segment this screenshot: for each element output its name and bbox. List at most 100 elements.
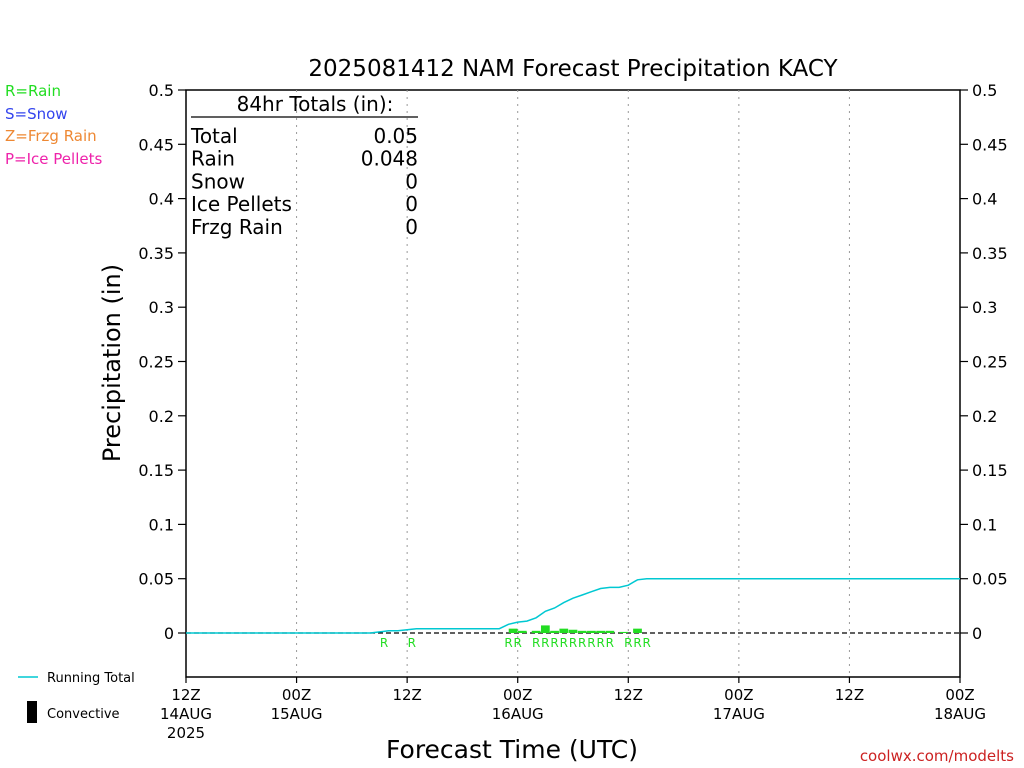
rain-marker: R [532, 636, 540, 650]
totals-row-label: Rain [191, 147, 235, 171]
x-tick-date: 17AUG [713, 705, 765, 723]
rain-bar [550, 630, 559, 633]
chart-title: 2025081412 NAM Forecast Precipitation KA… [308, 56, 838, 82]
rain-bar [619, 631, 629, 633]
x-tick-label: 00Z [503, 686, 532, 704]
y-tick-label-right: 0 [972, 624, 982, 643]
rain-marker: R [550, 636, 558, 650]
totals-rows: Total 0.05 Rain 0.048 Snow 0 Ice Pellets 0 Frzg … [190, 124, 418, 239]
rain-bar [540, 625, 550, 633]
rain-marker: R [541, 636, 549, 650]
rain-bar [568, 629, 578, 633]
rain-marker: R [578, 636, 586, 650]
grid-lines [296, 90, 850, 677]
x-tick-label: 12Z [171, 686, 200, 704]
y-tick-label-left: 0.3 [149, 298, 174, 317]
convective-legend-label: Convective [47, 707, 120, 722]
y-tick-label-left: 0 [164, 624, 174, 643]
totals-row-value: 0 [405, 192, 418, 216]
rain-bar [596, 630, 606, 633]
rain-bar [633, 628, 642, 633]
y-tick-label-right: 0.05 [972, 570, 1008, 589]
rain-bar [605, 630, 615, 633]
x-axis-label: Forecast Time (UTC) [386, 735, 638, 764]
totals-box: 84hr Totals (in): Total 0.05 Rain 0.048 Snow… [190, 92, 418, 239]
x-tick-date: 18AUG [934, 705, 986, 723]
rain-marker: R [606, 636, 614, 650]
totals-row-value: 0 [405, 215, 418, 239]
plot-frame [185, 89, 961, 678]
legend-rain: R=Rain [5, 82, 61, 100]
x-tick-date: 15AUG [271, 705, 323, 723]
x-tick-label: 00Z [282, 686, 311, 704]
y-tick-label-left: 0.05 [138, 570, 174, 589]
y-tick-label-left: 0.2 [149, 407, 174, 426]
totals-heading: 84hr Totals (in): [237, 92, 394, 116]
totals-row-label: Snow [191, 169, 245, 193]
x-tick-label: 12Z [835, 686, 864, 704]
totals-row-value: 0 [405, 169, 418, 193]
totals-row-value: 0.05 [373, 124, 418, 148]
legend-snow: S=Snow [5, 105, 68, 123]
x-tick-date: 14AUG [160, 705, 212, 723]
y-tick-label-left: 0.15 [138, 461, 174, 480]
rain-marker: R [633, 636, 641, 650]
y-axis-left: 0.5 0.45 0.4 0.35 0.3 0.25 0.2 0.15 0.1 0.05 0 [138, 81, 186, 643]
rain-bar [587, 630, 596, 633]
precip-type-legend: R=Rain S=Snow Z=Frzg Rain P=Ice Pellets [5, 82, 102, 168]
totals-row-label: Ice Pellets [191, 192, 292, 216]
legend-ice-pellets: P=Ice Pellets [5, 150, 102, 168]
y-tick-label-left: 0.35 [138, 244, 174, 263]
legend-frzg-rain: Z=Frzg Rain [5, 127, 97, 145]
y-tick-label-left: 0.4 [149, 190, 174, 209]
x-tick-label: 00Z [945, 686, 974, 704]
rain-bar [508, 628, 518, 633]
running-total-line [186, 577, 960, 634]
rain-marker: R [643, 636, 651, 650]
y-tick-label-left: 0.5 [149, 81, 174, 100]
totals-row-label: Frzg Rain [191, 215, 283, 239]
running-total-legend-label: Running Total [47, 671, 135, 686]
x-tick-year: 2025 [167, 724, 205, 742]
rain-marker: R [560, 636, 568, 650]
y-tick-label-right: 0.1 [972, 515, 997, 534]
rain-marker: R [624, 636, 632, 650]
y-tick-label-right: 0.3 [972, 298, 997, 317]
rain-bars [508, 625, 642, 633]
totals-row-label: Total [190, 124, 238, 148]
rain-marker: R [514, 636, 522, 650]
rain-marker: R [596, 636, 604, 650]
totals-row-value: 0.048 [361, 147, 418, 171]
y-tick-label-right: 0.45 [972, 135, 1008, 154]
rain-marker: R [504, 636, 512, 650]
rain-bar [517, 630, 527, 633]
rain-marker: R [569, 636, 577, 650]
y-tick-label-right: 0.15 [972, 461, 1008, 480]
y-tick-label-right: 0.5 [972, 81, 997, 100]
rain-bar [577, 630, 587, 633]
y-tick-label-left: 0.45 [138, 135, 174, 154]
x-tick-date: 16AUG [492, 705, 544, 723]
y-axis-label: Precipitation (in) [98, 264, 126, 462]
watermark: coolwx.com/modelts [860, 747, 1014, 765]
y-axis-right: 0.5 0.45 0.4 0.35 0.3 0.25 0.2 0.15 0.1 0.05 0 [960, 81, 1008, 643]
bottom-legend: Running Total Convective [18, 671, 135, 723]
y-tick-label-left: 0.1 [149, 515, 174, 534]
y-tick-label-right: 0.25 [972, 353, 1008, 372]
rain-marker: R [587, 636, 595, 650]
y-tick-label-right: 0.4 [972, 190, 997, 209]
x-tick-label: 12Z [392, 686, 421, 704]
rain-marker: R [408, 636, 416, 650]
x-tick-label: 00Z [724, 686, 753, 704]
rain-bar [531, 630, 541, 633]
y-tick-label-left: 0.25 [138, 353, 174, 372]
y-tick-label-right: 0.35 [972, 244, 1008, 263]
x-tick-label: 12Z [614, 686, 643, 704]
rain-marker: R [380, 636, 388, 650]
convective-swatch [27, 701, 37, 723]
y-tick-label-right: 0.2 [972, 407, 997, 426]
rain-bar [559, 628, 569, 633]
